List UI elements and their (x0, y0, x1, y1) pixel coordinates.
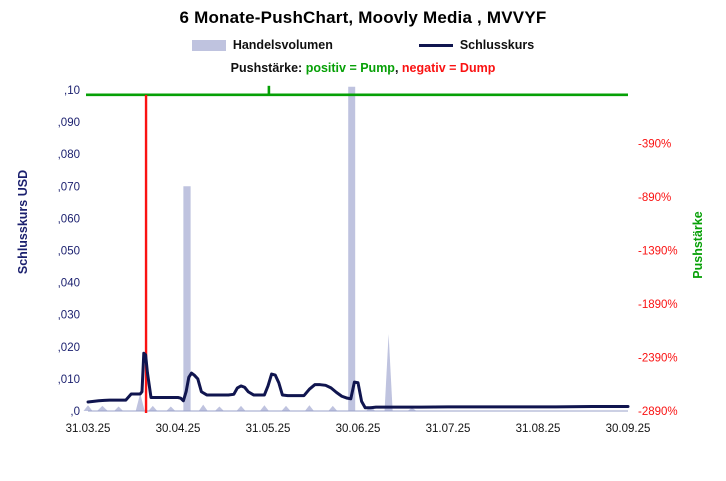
right-tick-label: -1390% (638, 246, 678, 258)
x-axis-ticks: 31.03.25 30.04.25 31.05.25 30.06.25 31.07.25… (66, 423, 651, 435)
price-line-swatch-icon (418, 43, 453, 47)
x-tick-label: 31.03.25 (66, 423, 111, 435)
x-tick-label: 31.08.25 (516, 423, 561, 435)
right-tick-label: -2390% (638, 353, 678, 365)
push-note-positive: positiv = Pump (305, 61, 395, 75)
volume-bar (114, 406, 124, 411)
right-tick-label: -2890% (638, 406, 678, 418)
x-tick-label: 30.04.25 (156, 423, 201, 435)
left-tick-label: ,0 (70, 406, 80, 418)
volume-bar (384, 333, 393, 411)
left-tick-label: ,080 (58, 149, 80, 161)
volume-bar (304, 405, 314, 411)
push-reference-line (86, 85, 628, 97)
volume-bar (348, 86, 356, 411)
right-tick-label: -390% (638, 139, 671, 151)
right-tick-label: -890% (638, 192, 671, 204)
price-line-path (86, 351, 630, 410)
page-title: 6 Monate-PushChart, Moovly Media , MVVYF (179, 8, 547, 27)
volume-bar (259, 405, 269, 411)
push-note-prefix: Pushstärke: (230, 61, 303, 75)
left-tick-label: ,090 (58, 117, 80, 129)
left-tick-label: ,010 (58, 374, 80, 386)
left-tick-label: ,030 (58, 310, 80, 322)
volume-bar (83, 405, 93, 411)
left-tick-label: ,10 (64, 85, 80, 97)
volume-bar (148, 405, 158, 411)
volume-bar (183, 186, 191, 411)
x-tick-label: 31.07.25 (426, 423, 471, 435)
volume-swatch-icon (191, 39, 226, 51)
volume-series (83, 86, 417, 411)
volume-bar (281, 405, 291, 411)
left-tick-label: ,050 (58, 246, 80, 258)
x-tick-label: 30.09.25 (606, 423, 651, 435)
left-tick-label: ,060 (58, 213, 80, 225)
volume-bar (198, 404, 208, 411)
legend-label-volume: Handelsvolumen (232, 38, 333, 52)
push-note-negative: negativ = Dump (401, 61, 496, 75)
price-series (86, 351, 630, 410)
volume-bar (407, 407, 417, 411)
right-axis-ticks: -2890% -2390% -1890% -1390% -890% -390% (638, 139, 678, 419)
legend-item-price: Schlusskurs (418, 38, 535, 52)
left-tick-label: ,020 (58, 342, 80, 354)
left-tick-label: ,070 (58, 181, 80, 193)
left-axis-ticks: ,0 ,010 ,020 ,030 ,040 ,050 ,060 ,070 ,080 ,090 ,1… (58, 85, 80, 418)
volume-bar (214, 406, 224, 411)
volume-bar (97, 405, 108, 411)
legend-label-price: Schlusskurs (459, 38, 535, 52)
legend-item-volume: Handelsvolumen (191, 38, 333, 52)
volume-bar (166, 406, 176, 411)
volume-bar (135, 393, 145, 411)
push-note-separator: , (394, 61, 399, 75)
volume-bar (236, 405, 246, 411)
x-tick-label: 30.06.25 (336, 423, 381, 435)
push-strength-note: Pushstärke: positiv = Pump, negativ = Du… (0, 61, 726, 75)
right-tick-label: -1890% (638, 299, 678, 311)
volume-bar (328, 405, 338, 411)
x-tick-label: 31.05.25 (246, 423, 291, 435)
chart-legend: Handelsvolumen Schlusskurs (0, 38, 726, 52)
left-tick-label: ,040 (58, 278, 80, 290)
